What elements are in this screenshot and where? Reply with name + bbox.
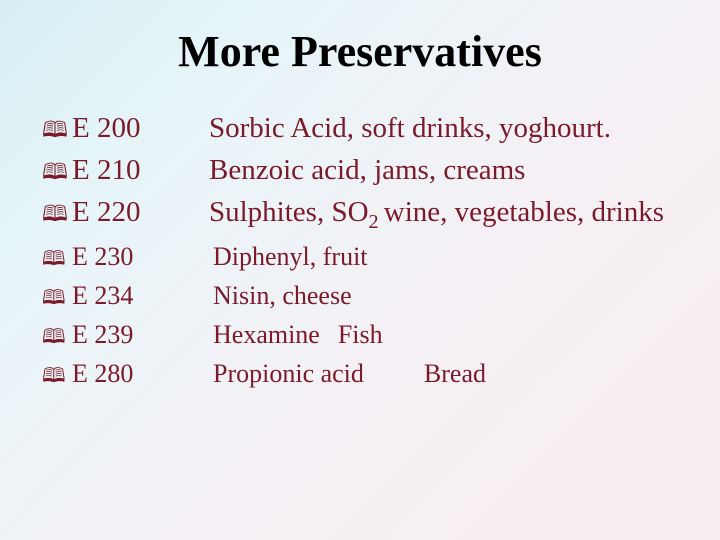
- list-item: 🕮 E 200 Sorbic Acid, soft drinks, yoghou…: [42, 107, 720, 149]
- e-code: E 220: [72, 191, 209, 233]
- e-code: E 239: [72, 315, 213, 354]
- e-desc: HexamineFish: [213, 315, 383, 354]
- e-code: E 234: [72, 276, 213, 315]
- book-icon: 🕮: [42, 244, 72, 274]
- list-item: 🕮 E 230 Diphenyl, fruit: [42, 237, 720, 276]
- book-icon: 🕮: [42, 322, 72, 352]
- e-desc: Sorbic Acid, soft drinks, yoghourt.: [209, 107, 611, 149]
- list-item: 🕮 E 280 Propionic acidBread: [42, 354, 720, 393]
- list-item: 🕮 E 234 Nisin, cheese: [42, 276, 720, 315]
- book-icon: 🕮: [42, 361, 72, 391]
- list-item: 🕮 E 239 HexamineFish: [42, 315, 720, 354]
- e-desc: Benzoic acid, jams, creams: [209, 149, 525, 191]
- slide-title: More Preservatives: [0, 0, 720, 77]
- e-desc: Sulphites, SO2 wine, vegetables, drinks: [209, 191, 664, 237]
- e-code: E 280: [72, 354, 213, 393]
- e-desc: Nisin, cheese: [213, 276, 352, 315]
- e-desc: Propionic acidBread: [213, 354, 486, 393]
- book-icon: 🕮: [42, 198, 72, 230]
- e-desc: Diphenyl, fruit: [213, 237, 368, 276]
- e-code: E 210: [72, 149, 209, 191]
- list-item: 🕮 E 210 Benzoic acid, jams, creams: [42, 149, 720, 191]
- book-icon: 🕮: [42, 114, 72, 146]
- e-code: E 200: [72, 107, 209, 149]
- e-code: E 230: [72, 237, 213, 276]
- list-item: 🕮 E 220 Sulphites, SO2 wine, vegetables,…: [42, 191, 720, 237]
- book-icon: 🕮: [42, 283, 72, 313]
- list-container: 🕮 E 200 Sorbic Acid, soft drinks, yoghou…: [0, 107, 720, 393]
- book-icon: 🕮: [42, 156, 72, 188]
